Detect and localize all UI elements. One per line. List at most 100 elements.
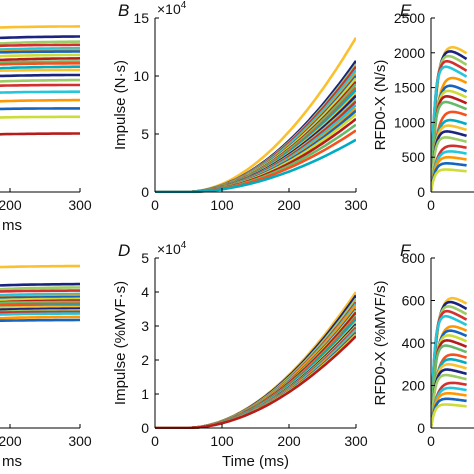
- series-line: [0, 83, 80, 87]
- y-axis-label: RFD0-X (%MVF/s): [372, 281, 389, 406]
- y-tick-label: 500: [402, 149, 426, 165]
- y-tick-label: 15: [133, 10, 149, 26]
- series-line: [431, 155, 468, 193]
- x-tick-label: 0: [151, 433, 159, 449]
- y-tick-label: 400: [402, 335, 426, 351]
- x-axis-label: ms: [2, 453, 22, 470]
- series-line: [0, 297, 80, 302]
- y-tick-label: 2500: [394, 10, 425, 26]
- chart-panel-E: 00 500 1000 1500 2000 2500 RFD0-X (N/s) E: [372, 1, 474, 213]
- series-line: [0, 295, 80, 300]
- series-line: [431, 373, 468, 429]
- series-line: [431, 136, 468, 193]
- series-line: [0, 73, 80, 78]
- panel-letter-B: B: [118, 1, 129, 20]
- series-group: [0, 25, 80, 136]
- y-tick-label: 5: [141, 126, 149, 142]
- series-line: [0, 61, 80, 66]
- series-line: [0, 289, 80, 293]
- series-line: [0, 318, 80, 323]
- y-tick-label: 10: [133, 68, 149, 84]
- series-line: [0, 25, 80, 29]
- chart-panel-cut-3: 200 300 ms: [0, 264, 92, 470]
- y-tick-label: 3: [141, 318, 149, 334]
- series-line: [431, 100, 468, 193]
- series-group: [0, 264, 80, 323]
- y-tick-label: 1500: [394, 80, 425, 96]
- y-tick-label: 200: [402, 378, 426, 394]
- x-tick-label: 0: [427, 433, 435, 449]
- y-tick-label: 2000: [394, 45, 425, 61]
- series-line: [0, 78, 80, 83]
- series-line: [155, 138, 356, 193]
- x-tick-label: 200: [0, 197, 22, 213]
- series-line: [0, 43, 80, 48]
- y-axis-label: Impulse (%MVF·s): [112, 281, 129, 405]
- series-line: [431, 397, 468, 429]
- series-line: [0, 107, 80, 111]
- series-group: [155, 291, 356, 429]
- series-line: [0, 299, 80, 304]
- series-line: [431, 168, 468, 193]
- y-tick-label: 4: [141, 284, 149, 300]
- series-line: [431, 65, 468, 193]
- series-line: [0, 305, 80, 310]
- series-line: [0, 60, 80, 64]
- panel-letter-D: D: [118, 241, 130, 260]
- x-tick-label: 200: [277, 433, 301, 449]
- chart-panel-cut-0: 200 300 ms: [0, 25, 92, 234]
- series-group: [431, 45, 468, 193]
- y-multiplier-exponent: 4: [181, 0, 187, 11]
- series-line: [0, 90, 80, 94]
- series-line: [431, 403, 468, 429]
- series-line: [0, 310, 80, 314]
- chart-panel-F: 00 200 400 600 800 RFD0-X (%MVF/s) F: [372, 241, 474, 449]
- x-tick-label: 300: [68, 433, 92, 449]
- series-line: [431, 150, 468, 193]
- y-tick-label: 0: [141, 420, 149, 436]
- x-tick-label: 0: [427, 197, 435, 213]
- series-line: [0, 282, 80, 287]
- chart-panel-B: 0 100 200 300 0 5 10 15 ×104 Impulse (N·s) B: [112, 0, 368, 213]
- series-group: [155, 37, 356, 193]
- series-line: [431, 314, 468, 429]
- x-tick-label: 300: [344, 197, 368, 213]
- x-tick-label: 200: [277, 197, 301, 213]
- series-line: [0, 40, 80, 45]
- y-axis-label: RFD0-X (N/s): [372, 60, 389, 151]
- series-line: [0, 264, 80, 269]
- series-line: [0, 35, 80, 40]
- series-line: [431, 162, 468, 193]
- series-line: [0, 132, 80, 136]
- series-line: [0, 98, 80, 103]
- series-line: [0, 300, 80, 305]
- y-tick-label: 0: [417, 184, 425, 200]
- chart-panel-D: 0 100 200 300 0 1 2 3 4 5 ×104 Time (ms) Impulse (%M…: [112, 240, 368, 470]
- y-axis-label: Impulse (N·s): [112, 60, 129, 150]
- series-line: [0, 46, 80, 51]
- y-tick-label: 5: [141, 250, 149, 266]
- series-line: [0, 304, 80, 309]
- x-axis-label: Time (ms): [222, 453, 289, 470]
- y-multiplier-label: ×104: [157, 240, 187, 257]
- x-tick-label: 0: [151, 197, 159, 213]
- series-line: [431, 344, 468, 429]
- series-line: [0, 115, 80, 119]
- series-line: [0, 286, 80, 291]
- x-tick-label: 300: [344, 433, 368, 449]
- y-tick-label: 600: [402, 293, 426, 309]
- y-tick-label: 800: [402, 250, 426, 266]
- series-line: [0, 57, 80, 62]
- series-line: [0, 307, 80, 311]
- panel-letter-E: E: [400, 1, 412, 20]
- y-tick-label: 1000: [394, 114, 425, 130]
- series-line: [0, 292, 80, 297]
- series-line: [0, 50, 80, 54]
- x-tick-label: 200: [0, 433, 22, 449]
- y-tick-label: 0: [141, 184, 149, 200]
- y-tick-label: 0: [417, 420, 425, 436]
- y-multiplier-exponent: 4: [181, 240, 187, 251]
- series-line: [431, 391, 468, 429]
- x-tick-label: 100: [210, 197, 234, 213]
